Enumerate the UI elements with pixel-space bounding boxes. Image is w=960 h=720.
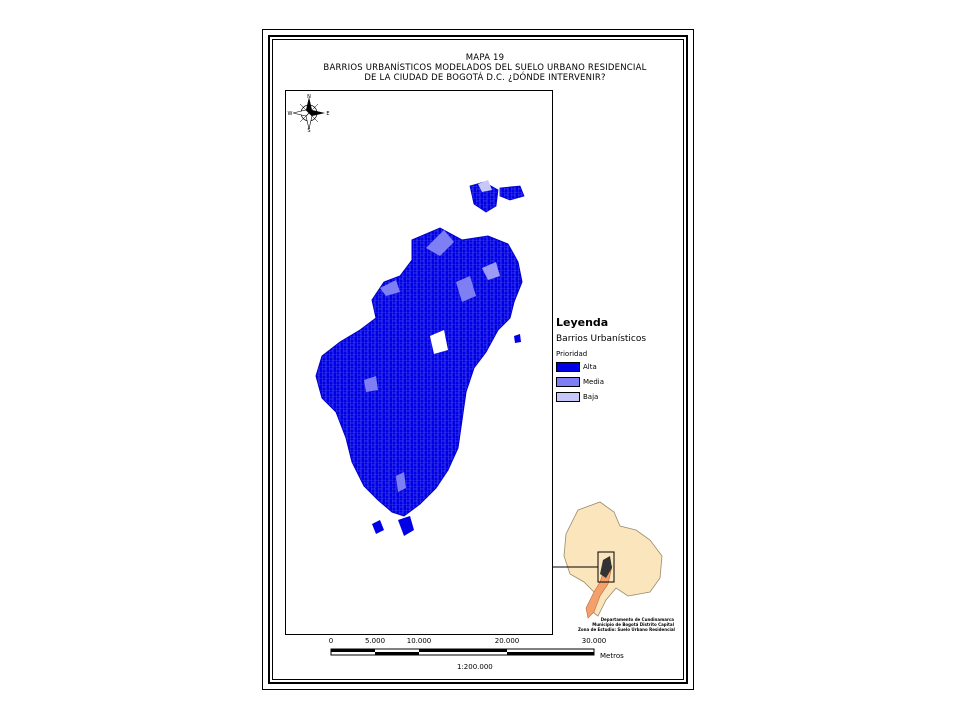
inset-locator-map [563, 501, 663, 619]
legend-swatch-alta [556, 362, 580, 372]
scale-tick-5000: 5.000 [364, 637, 386, 645]
inset-caption-line-2: Municipio de Bogotá Distrito Capital [592, 622, 674, 627]
legend-field-name: Prioridad [556, 350, 588, 358]
compass-label-w: W [288, 111, 293, 117]
map-frame-inner [268, 35, 688, 684]
scale-ratio: 1:200.000 [457, 663, 493, 671]
legend-title: Leyenda [556, 316, 609, 329]
map-title-line-1: BARRIOS URBANÍSTICOS MODELADOS DEL SUELO… [323, 63, 647, 73]
scale-tick-0: 0 [328, 637, 334, 645]
map-title-line-2: DE LA CIUDAD DE BOGOTÁ D.C. ¿DÓNDE INTER… [364, 73, 606, 83]
map-frame-neatline [272, 39, 684, 680]
compass-rose-icon [292, 97, 325, 130]
legend-swatch-media [556, 377, 580, 387]
map-frame-outer [262, 29, 694, 690]
scale-tick-10000: 10.000 [406, 637, 432, 645]
map-number: MAPA 19 [465, 53, 505, 63]
inset-caption-line-3: Zona de Estudio: Suelo Urbano Residencia… [578, 627, 675, 632]
inset-caption-line-1: Departamento de Cundinamarca [600, 617, 674, 622]
scale-tick-30000: 30.000 [581, 637, 607, 645]
compass-label-n: N [307, 94, 311, 100]
compass-label-e: E [326, 111, 329, 117]
legend-label-media: Media [583, 378, 605, 386]
legend-layer-name: Barrios Urbanísticos [556, 334, 647, 344]
compass-label-s: S [307, 128, 310, 134]
legend-swatch-baja [556, 392, 580, 402]
scale-unit: Metros [600, 652, 624, 660]
urban-neighborhoods-layer [315, 180, 525, 536]
legend-label-baja: Baja [583, 393, 599, 401]
legend-label-alta: Alta [583, 363, 597, 371]
scale-tick-20000: 20.000 [494, 637, 520, 645]
scale-bar [330, 648, 595, 656]
